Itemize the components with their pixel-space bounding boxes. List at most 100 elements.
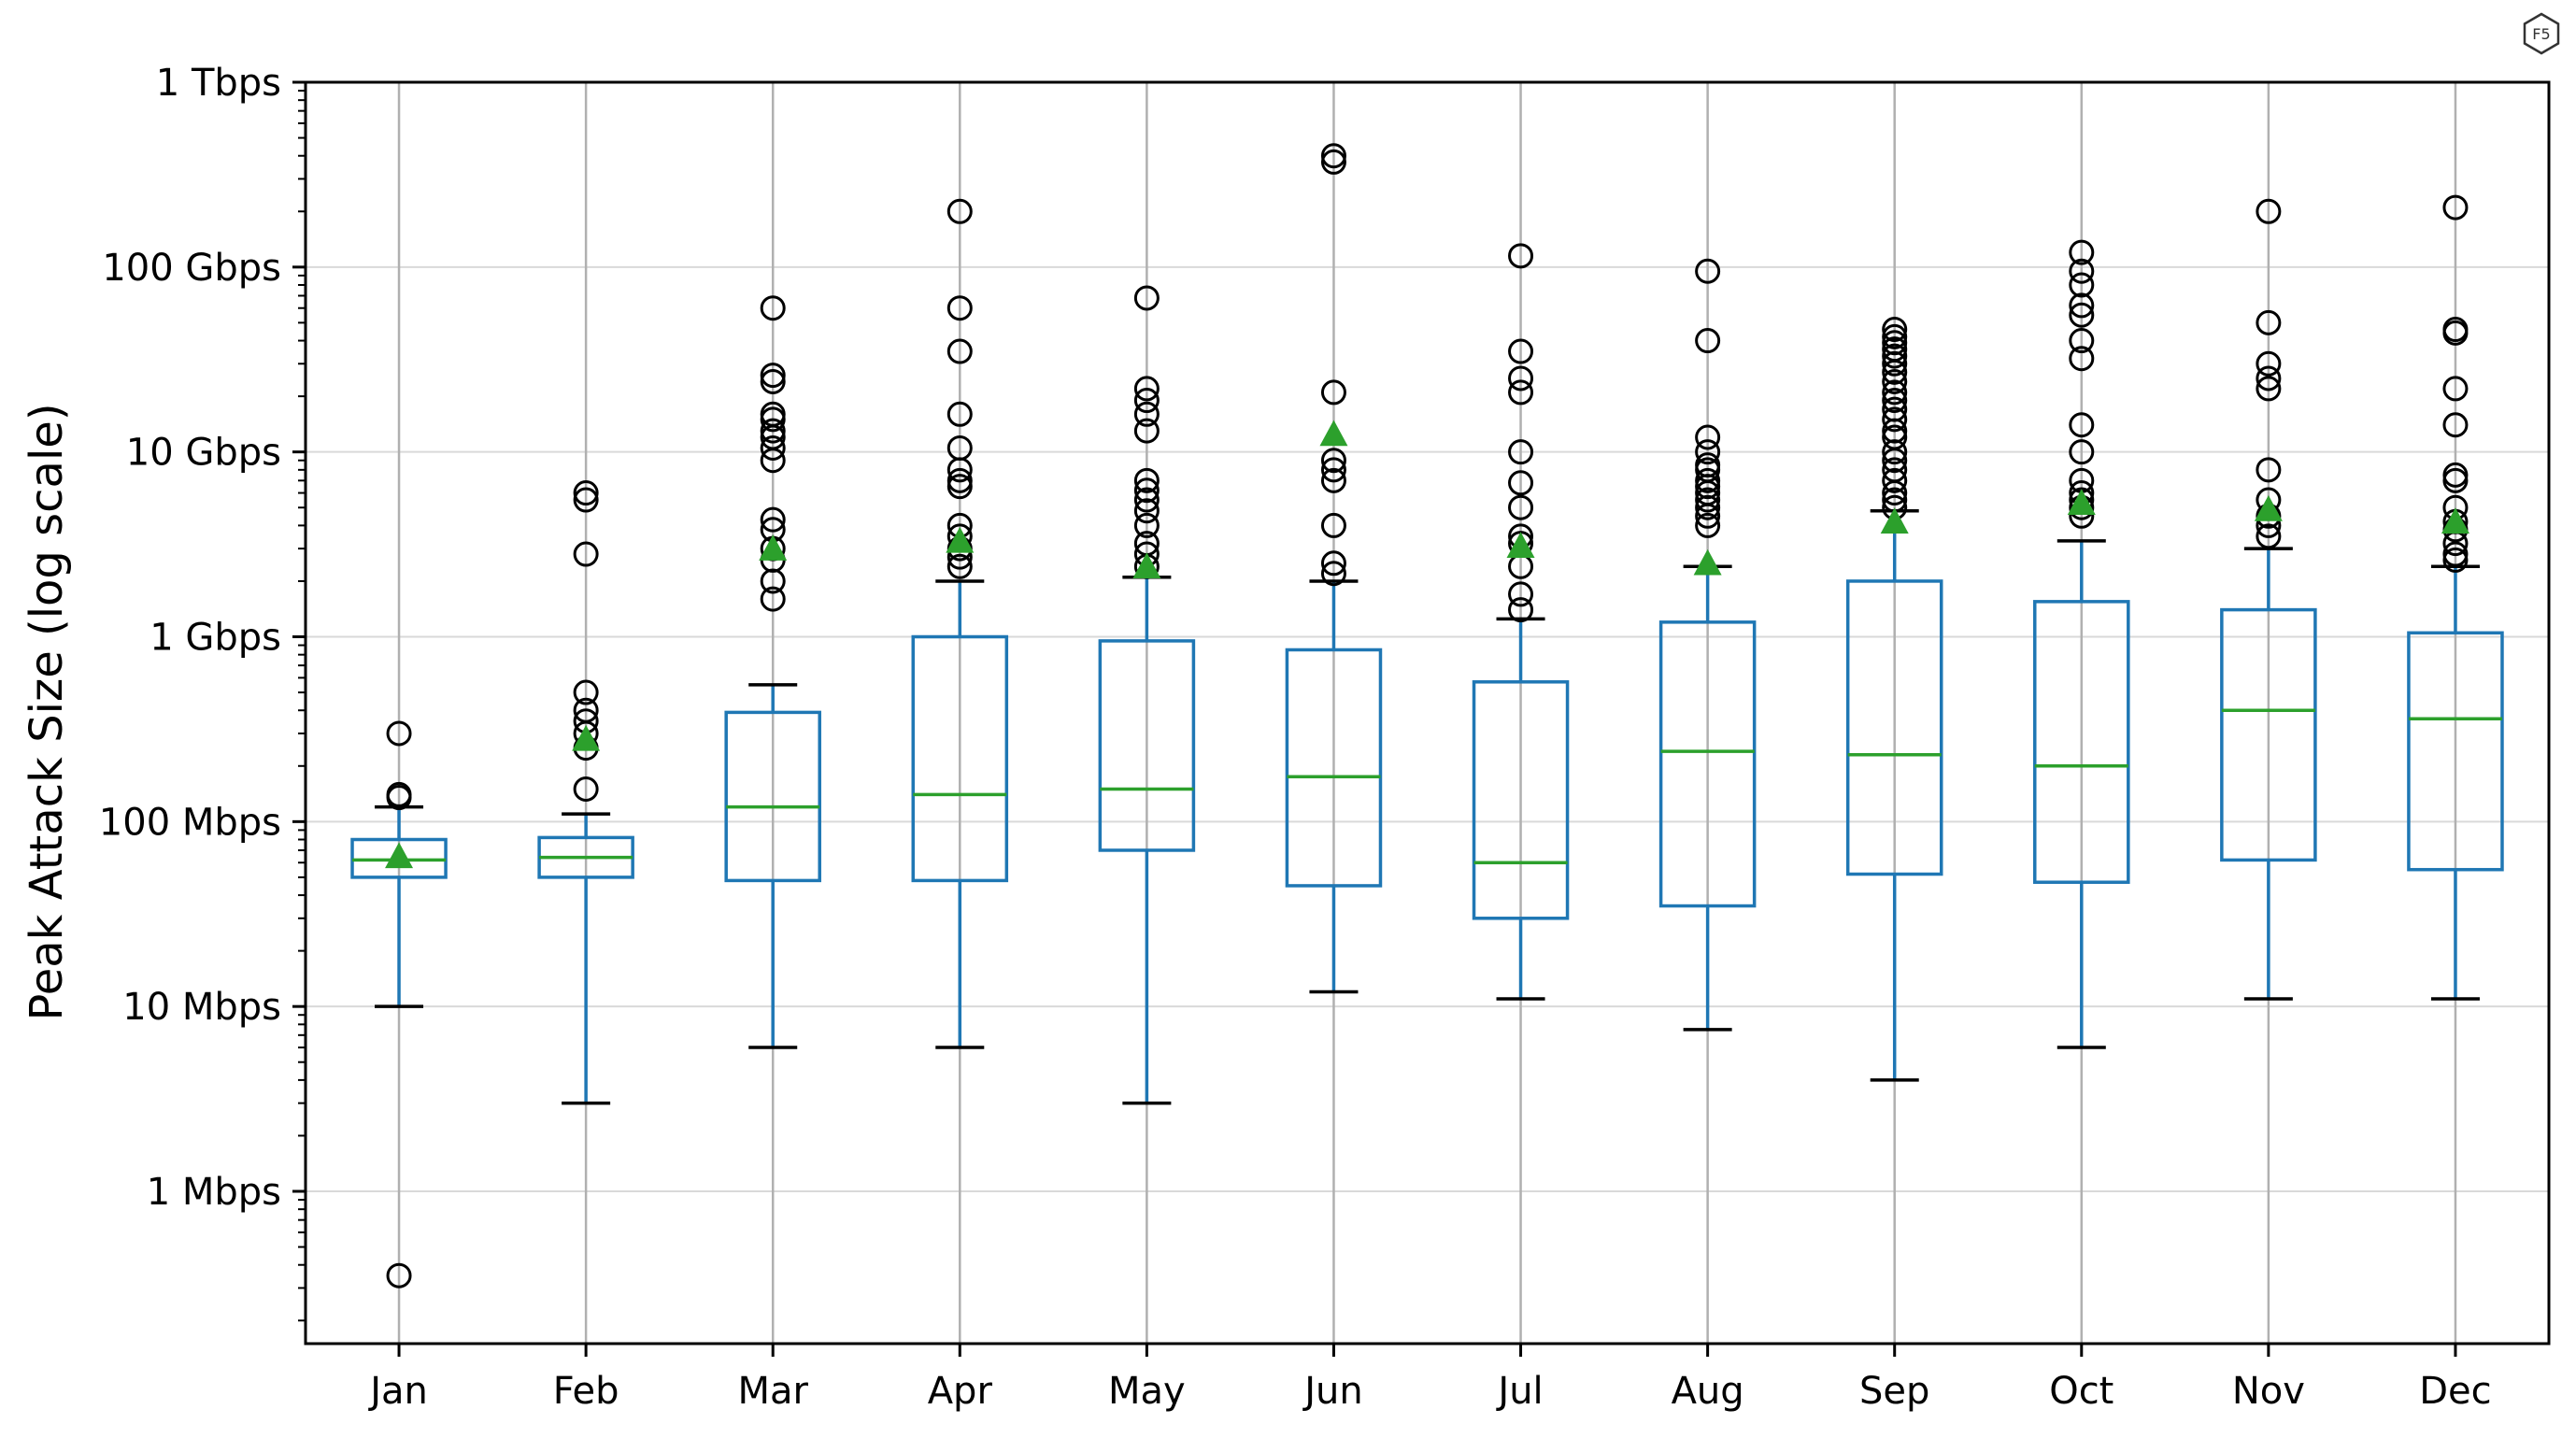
x-tick-label: Aug bbox=[1672, 1370, 1744, 1413]
outlier-point bbox=[573, 487, 599, 513]
mean-marker bbox=[1506, 532, 1535, 559]
outlier-point bbox=[573, 776, 599, 802]
box-layer bbox=[350, 143, 2504, 1289]
outlier-point bbox=[1508, 379, 1534, 406]
outlier-point bbox=[1695, 452, 1721, 478]
outlier-point bbox=[946, 401, 973, 427]
outlier-point bbox=[1695, 467, 1721, 493]
outlier-point bbox=[1133, 401, 1160, 427]
outlier-point bbox=[1508, 581, 1534, 607]
iqr-box bbox=[1285, 648, 1383, 888]
box-group-feb bbox=[537, 480, 634, 1105]
outlier-point bbox=[2069, 258, 2095, 284]
outlier-point bbox=[2069, 439, 2095, 465]
box-group-oct bbox=[2033, 239, 2130, 1049]
outlier-point bbox=[1882, 368, 1908, 394]
outlier-point bbox=[2442, 194, 2469, 221]
outlier-point bbox=[1133, 467, 1160, 493]
y-tick-label: 100 Mbps bbox=[99, 801, 281, 844]
iqr-box bbox=[1098, 639, 1196, 852]
outlier-point bbox=[1695, 258, 1721, 284]
outlier-point bbox=[573, 541, 599, 567]
x-tick-label: Feb bbox=[553, 1370, 619, 1413]
outlier-point bbox=[1882, 406, 1908, 433]
mean-marker bbox=[2254, 494, 2283, 521]
mean-marker bbox=[1880, 507, 1909, 534]
y-tick-label: 10 Gbps bbox=[126, 432, 281, 475]
outlier-point bbox=[1882, 336, 1908, 363]
iqr-box bbox=[1472, 680, 1570, 920]
iqr-box bbox=[911, 634, 1009, 883]
outlier-point bbox=[2442, 317, 2469, 343]
outlier-point bbox=[1320, 467, 1346, 493]
outlier-point bbox=[760, 418, 786, 444]
x-tick-label: Mar bbox=[737, 1370, 808, 1413]
outlier-point bbox=[2256, 376, 2282, 402]
outlier-point bbox=[2442, 376, 2469, 402]
outlier-point bbox=[2256, 198, 2282, 224]
box-group-dec bbox=[2407, 194, 2504, 1001]
box-group-sep bbox=[1845, 317, 1943, 1082]
outlier-point bbox=[1133, 512, 1160, 538]
outlier-point bbox=[2069, 346, 2095, 372]
box-group-nov bbox=[2220, 198, 2317, 1001]
outlier-point bbox=[573, 697, 599, 723]
outlier-point bbox=[1133, 418, 1160, 444]
outlier-point bbox=[1695, 487, 1721, 513]
outlier-point bbox=[1882, 424, 1908, 450]
outlier-point bbox=[2256, 457, 2282, 483]
outlier-point bbox=[946, 434, 973, 461]
f5-hexagon-icon: F5 bbox=[2523, 12, 2560, 55]
outlier-point bbox=[2256, 523, 2282, 549]
box-group-jul bbox=[1472, 243, 1570, 1001]
outlier-point bbox=[760, 506, 786, 533]
outlier-point bbox=[573, 679, 599, 705]
outlier-point bbox=[1695, 424, 1721, 450]
x-tick-label: Oct bbox=[2049, 1370, 2113, 1413]
box-group-mar bbox=[724, 295, 821, 1049]
outlier-point bbox=[946, 553, 973, 579]
outlier-point bbox=[1508, 243, 1534, 269]
outlier-point bbox=[1508, 597, 1534, 623]
outlier-point bbox=[1695, 328, 1721, 354]
mean-marker bbox=[385, 842, 414, 869]
outlier-point bbox=[1133, 376, 1160, 402]
outlier-point bbox=[1695, 512, 1721, 538]
y-tick-label: 100 Gbps bbox=[102, 247, 281, 290]
outlier-point bbox=[2256, 350, 2282, 377]
outlier-point bbox=[1882, 343, 1908, 369]
outlier-point bbox=[2442, 462, 2469, 488]
outlier-point bbox=[1320, 457, 1346, 483]
outlier-point bbox=[1320, 149, 1346, 175]
outlier-point bbox=[760, 363, 786, 389]
y-tick-label: 1 Mbps bbox=[147, 1171, 281, 1214]
mean-marker bbox=[2441, 507, 2469, 534]
mean-marker bbox=[1319, 420, 1348, 447]
box-group-apr bbox=[911, 198, 1009, 1049]
outlier-point bbox=[1133, 285, 1160, 311]
y-tick-label: 10 Mbps bbox=[122, 986, 281, 1029]
outlier-point bbox=[1133, 487, 1160, 513]
outlier-point bbox=[2256, 309, 2282, 335]
outlier-point bbox=[1508, 494, 1534, 520]
box-group-jan bbox=[350, 720, 448, 1289]
outlier-point bbox=[2069, 412, 2095, 438]
plot-frame bbox=[304, 80, 2551, 1345]
outlier-point bbox=[760, 368, 786, 394]
outlier-point bbox=[1133, 388, 1160, 414]
outlier-point bbox=[760, 434, 786, 461]
x-tick-label: Jun bbox=[1302, 1370, 1363, 1413]
outlier-point bbox=[1882, 388, 1908, 414]
iqr-box bbox=[2220, 607, 2317, 862]
outlier-point bbox=[760, 295, 786, 321]
iqr-box bbox=[2407, 631, 2504, 872]
mean-marker bbox=[1693, 548, 1722, 576]
logo-text: F5 bbox=[2532, 25, 2550, 43]
outlier-point bbox=[2442, 412, 2469, 438]
outlier-point bbox=[1320, 512, 1346, 538]
outlier-point bbox=[2442, 541, 2469, 567]
outlier-point bbox=[946, 338, 973, 364]
box-group-jun bbox=[1285, 143, 1383, 994]
outlier-point bbox=[2069, 302, 2095, 328]
outlier-point bbox=[946, 474, 973, 500]
